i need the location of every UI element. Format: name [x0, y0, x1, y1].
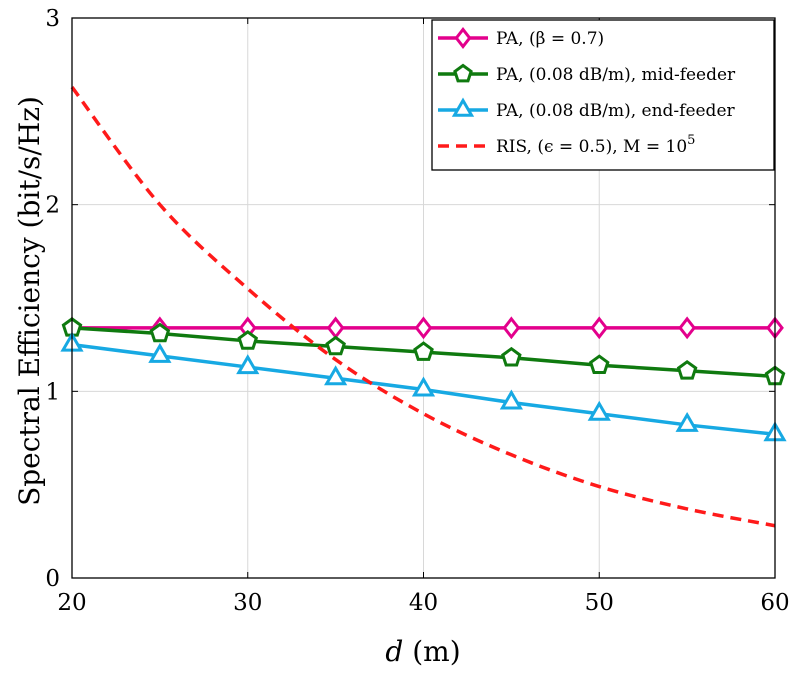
- x-tick-label: 30: [233, 590, 262, 616]
- data-point-triangle: [411, 376, 436, 397]
- data-point-triangle: [451, 97, 475, 117]
- y-axis-label: Spectral Efficiency (bit/s/Hz): [13, 96, 46, 506]
- x-tick-label: 20: [57, 590, 86, 616]
- x-tick-label: 50: [585, 590, 614, 616]
- data-point-pentagon: [588, 354, 610, 374]
- data-point-pentagon: [237, 330, 259, 350]
- data-point-pentagon: [325, 335, 346, 356]
- data-point-diamond: [502, 316, 521, 340]
- data-point-triangle: [499, 389, 523, 410]
- legend-box: [431, 19, 775, 171]
- x-tick-label: 40: [409, 590, 438, 616]
- legend-label: PA, (0.08 dB/m), end-feeder: [496, 101, 736, 121]
- legend-entry-3: PA, (0.08 dB/m), end-feeder: [438, 97, 736, 121]
- y-tick-label: 1: [45, 379, 60, 405]
- legend-entry-4: RIS, (ϵ = 0.5), M = 105: [438, 133, 695, 157]
- x-axis-label-unit: (m): [403, 635, 460, 668]
- data-point-diamond: [590, 316, 609, 340]
- legend-entry-1: PA, (β = 0.7): [438, 27, 604, 49]
- y-tick-label: 0: [45, 566, 60, 592]
- y-tick-label: 2: [45, 193, 60, 219]
- data-point-diamond: [678, 316, 697, 340]
- series-line: [70, 86, 776, 528]
- data-point-pentagon: [149, 322, 171, 343]
- data-point-pentagon: [413, 341, 434, 361]
- data-point-triangle: [324, 365, 348, 386]
- data-point-pentagon: [453, 63, 473, 83]
- legend: PA, (β = 0.7) PA, (0.08 dB/m), mid-feeder…: [431, 19, 775, 171]
- legend-label: PA, (β = 0.7): [496, 29, 604, 49]
- data-point-pentagon: [676, 359, 698, 380]
- tick-labels: 20 30 40 50 60 0 1 2 3: [45, 6, 789, 616]
- data-point-diamond: [414, 316, 433, 340]
- data-point-triangle: [148, 342, 172, 363]
- y-tick-label: 3: [45, 6, 60, 32]
- data-point-triangle: [587, 400, 611, 421]
- series-4: [70, 86, 776, 528]
- legend-label: RIS, (ϵ = 0.5), M = 105: [496, 133, 695, 157]
- data-point-triangle: [236, 354, 260, 375]
- legend-label: PA, (0.08 dB/m), mid-feeder: [496, 65, 736, 85]
- x-axis-label: d (m): [385, 635, 460, 668]
- data-point-pentagon: [501, 346, 522, 367]
- data-point-diamond: [326, 316, 345, 340]
- series-2: [61, 317, 786, 386]
- x-axis-label-symbol: d: [385, 635, 403, 668]
- x-tick-label: 60: [760, 590, 789, 616]
- data-point-diamond: [454, 27, 472, 49]
- data-point-triangle: [675, 411, 699, 432]
- legend-entry-2: PA, (0.08 dB/m), mid-feeder: [438, 63, 736, 85]
